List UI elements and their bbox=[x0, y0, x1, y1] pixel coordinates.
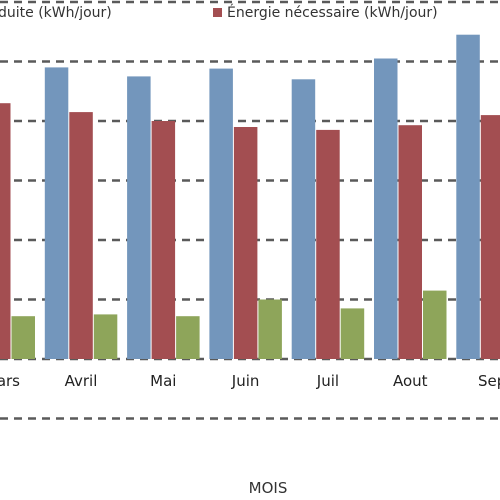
bar-s2-mai bbox=[176, 316, 200, 359]
x-axis-title: MOIS bbox=[249, 479, 288, 497]
x-tick-aout: Aout bbox=[393, 372, 428, 390]
bar-s0-juin bbox=[209, 68, 233, 359]
bar-s0-aout bbox=[374, 58, 398, 359]
bar-s1-juil bbox=[316, 129, 340, 359]
x-tick-labels: ars Avril Mai Juin Juil Aout Sep bbox=[0, 372, 500, 390]
legend: duite (kWh/jour) Énergie nécessaire (kWh… bbox=[0, 4, 438, 21]
x-tick-juin: Juin bbox=[231, 372, 260, 390]
x-tick-mai: Mai bbox=[150, 372, 176, 390]
bar-s1-aout bbox=[398, 125, 422, 359]
bar-s1-sept bbox=[480, 115, 500, 359]
bar-s0-juil bbox=[291, 79, 316, 360]
bar-s2-avril bbox=[93, 314, 118, 359]
legend-label-produite: duite (kWh/jour) bbox=[0, 5, 112, 21]
bar-s1-avril bbox=[69, 112, 93, 359]
x-tick-sep: Sep bbox=[478, 372, 500, 390]
bar-s1-mars bbox=[0, 103, 11, 359]
bar-s1-mai bbox=[151, 121, 176, 359]
x-tick-ars: ars bbox=[0, 372, 20, 390]
x-tick-avril: Avril bbox=[65, 372, 98, 390]
bar-s0-avril bbox=[44, 67, 69, 360]
bar-s2-juil bbox=[340, 308, 365, 359]
bar-s2-juin bbox=[258, 299, 282, 359]
bar-s2-mars bbox=[11, 316, 35, 359]
x-tick-juil: Juil bbox=[316, 372, 339, 390]
bar-s2-aout bbox=[423, 290, 447, 359]
bars bbox=[0, 34, 500, 360]
bar-s0-mai bbox=[127, 76, 151, 360]
bar-s0-sept bbox=[456, 34, 480, 359]
legend-swatch-necessaire bbox=[213, 8, 222, 17]
legend-label-necessaire: Énergie nécessaire (kWh/jour) bbox=[227, 4, 438, 21]
bar-s1-juin bbox=[233, 127, 258, 359]
